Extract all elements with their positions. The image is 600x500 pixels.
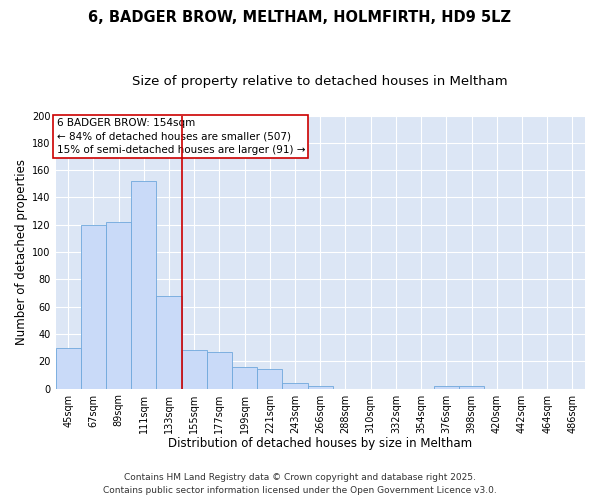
- Bar: [459, 386, 484, 388]
- Bar: [56, 348, 81, 389]
- X-axis label: Distribution of detached houses by size in Meltham: Distribution of detached houses by size …: [168, 437, 472, 450]
- Text: 6, BADGER BROW, MELTHAM, HOLMFIRTH, HD9 5LZ: 6, BADGER BROW, MELTHAM, HOLMFIRTH, HD9 …: [89, 10, 511, 25]
- Bar: [182, 350, 207, 389]
- Y-axis label: Number of detached properties: Number of detached properties: [15, 159, 28, 345]
- Bar: [81, 225, 106, 388]
- Bar: [283, 383, 308, 388]
- Bar: [106, 222, 131, 388]
- Title: Size of property relative to detached houses in Meltham: Size of property relative to detached ho…: [133, 75, 508, 88]
- Bar: [157, 296, 182, 388]
- Bar: [434, 386, 459, 388]
- Text: 6 BADGER BROW: 154sqm
← 84% of detached houses are smaller (507)
15% of semi-det: 6 BADGER BROW: 154sqm ← 84% of detached …: [56, 118, 305, 154]
- Bar: [207, 352, 232, 389]
- Bar: [308, 386, 333, 388]
- Bar: [257, 370, 283, 388]
- Bar: [232, 367, 257, 388]
- Text: Contains HM Land Registry data © Crown copyright and database right 2025.
Contai: Contains HM Land Registry data © Crown c…: [103, 474, 497, 495]
- Bar: [131, 181, 157, 388]
